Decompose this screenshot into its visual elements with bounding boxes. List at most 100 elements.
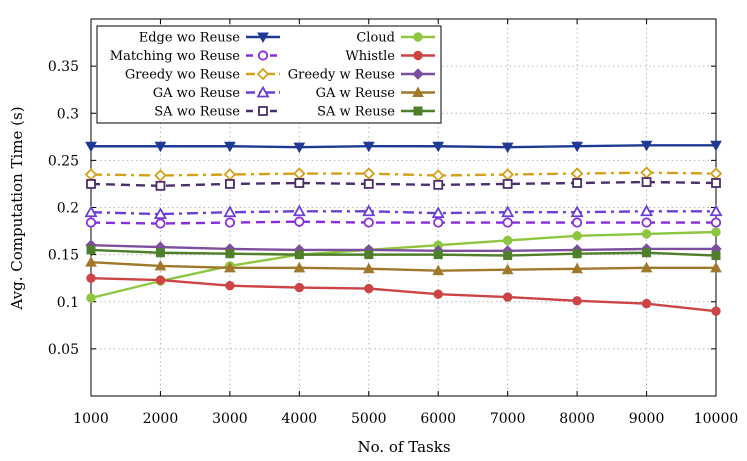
data-point-ga-wo-reuse (153, 207, 167, 219)
data-point-cloud (572, 231, 582, 241)
y-tick-label: 0.25 (48, 153, 79, 169)
data-point-matching-wo-reuse (85, 217, 97, 228)
series-line-ga-w-reuse (90, 260, 716, 272)
legend-item-whistle: Whistle (345, 49, 435, 64)
data-point-edge-wo-reuse (224, 141, 236, 153)
data-point-matching-wo-reuse (641, 217, 652, 228)
series-ga-wo-reuse (84, 204, 723, 219)
legend-item-sa-w-reuse: SA w Reuse (317, 105, 435, 120)
x-tick-label: 3000 (212, 411, 248, 427)
data-point-greedy-wo-reuse (154, 169, 167, 182)
data-point-ga-w-reuse (501, 263, 514, 275)
data-point-matching-wo-reuse (155, 218, 166, 229)
data-point-greedy-wo-reuse (501, 168, 514, 181)
legend-marker-matching-wo-reuse (257, 50, 269, 61)
data-point-matching-wo-reuse (224, 217, 235, 228)
data-point-sa-wo-reuse (155, 180, 166, 191)
legend-marker-sa-wo-reuse (258, 106, 268, 116)
y-tick-label: 0.05 (48, 342, 79, 358)
data-point-edge-wo-reuse (154, 141, 167, 153)
data-point-ga-w-reuse (362, 262, 375, 274)
legend: Edge wo Reuse Matching wo Reuse Greedy wo … (96, 25, 442, 124)
data-point-ga-w-reuse (224, 261, 236, 273)
legend-label: Whistle (345, 49, 395, 64)
data-point-greedy-wo-reuse (362, 167, 376, 180)
data-point-matching-wo-reuse (433, 217, 444, 228)
legend-item-matching-wo-reuse: Matching wo Reuse (110, 49, 280, 64)
data-point-sa-w-reuse (155, 248, 165, 258)
x-tick-label: 6000 (420, 411, 456, 427)
series-line-sa-wo-reuse (90, 180, 717, 188)
y-tick-label: 0.15 (48, 248, 79, 264)
legend-item-edge-wo-reuse: Edge wo Reuse (139, 31, 280, 46)
data-point-edge-wo-reuse (362, 141, 375, 153)
data-point-sa-wo-reuse (86, 179, 96, 189)
data-point-edge-wo-reuse (501, 142, 514, 154)
legend-marker-greedy-w-reuse (412, 68, 424, 80)
data-point-sa-wo-reuse (363, 179, 374, 189)
y-tick-label: 0.3 (57, 106, 79, 122)
data-point-matching-wo-reuse (363, 217, 374, 228)
data-point-greedy-wo-reuse (293, 167, 306, 180)
data-point-ga-wo-reuse (709, 204, 723, 217)
data-point-sa-w-reuse (711, 251, 721, 261)
data-point-ga-w-reuse (640, 261, 653, 273)
series-greedy-wo-reuse (84, 166, 723, 182)
data-point-edge-wo-reuse (293, 142, 306, 154)
data-point-sa-wo-reuse (294, 178, 305, 188)
x-tick-label: 10000 (694, 411, 739, 427)
data-point-ga-w-reuse (85, 256, 97, 267)
data-point-matching-wo-reuse (294, 216, 305, 227)
series-line-sa-w-reuse (90, 248, 717, 257)
data-point-sa-wo-reuse (224, 179, 235, 189)
data-point-cloud (502, 235, 513, 246)
series-lines (84, 140, 723, 316)
x-tick-label: 9000 (629, 411, 665, 427)
data-point-ga-wo-reuse (431, 206, 445, 219)
data-point-sa-wo-reuse (572, 178, 583, 188)
data-point-ga-wo-reuse (362, 204, 376, 217)
series-line-matching-wo-reuse (90, 220, 716, 225)
series-whistle (86, 273, 721, 316)
legend-marker-greedy-wo-reuse (256, 67, 270, 81)
data-point-edge-wo-reuse (85, 141, 97, 153)
data-point-matching-wo-reuse (572, 217, 583, 228)
legend-item-ga-w-reuse: GA w Reuse (316, 86, 435, 101)
legend-marker-ga-w-reuse (412, 86, 424, 97)
data-point-whistle (433, 289, 443, 299)
x-tick-label: 8000 (559, 411, 595, 427)
data-point-greedy-wo-reuse (84, 168, 98, 181)
series-line-whistle (90, 276, 717, 313)
data-point-whistle (294, 282, 305, 293)
legend-label: Greedy w Reuse (288, 68, 396, 83)
data-point-edge-wo-reuse (710, 140, 722, 152)
series-matching-wo-reuse (85, 216, 722, 229)
legend-marker-cloud (413, 32, 423, 42)
data-point-ga-w-reuse (432, 264, 445, 276)
legend-label: GA wo Reuse (153, 86, 241, 101)
x-tick-label: 5000 (351, 411, 387, 427)
legend-label: SA w Reuse (317, 105, 395, 120)
data-point-cloud (86, 293, 96, 303)
data-point-greedy-wo-reuse (570, 167, 584, 180)
legend-label: Cloud (356, 31, 395, 46)
x-tick-label: 7000 (490, 411, 526, 427)
legend-marker-sa-w-reuse (413, 106, 423, 116)
series-line-cloud (90, 230, 717, 300)
series-line-edge-wo-reuse (91, 144, 716, 149)
legend-label: GA w Reuse (316, 86, 396, 101)
series-line-greedy-w-reuse (90, 244, 716, 253)
data-point-ga-wo-reuse (570, 205, 584, 218)
legend-item-greedy-wo-reuse: Greedy wo Reuse (125, 68, 280, 83)
data-point-whistle (572, 296, 582, 306)
legend-marker-whistle (413, 50, 423, 61)
data-point-sa-wo-reuse (641, 177, 652, 187)
data-point-cloud (641, 229, 652, 239)
data-point-edge-wo-reuse (432, 141, 445, 153)
legend-item-ga-wo-reuse: GA wo Reuse (153, 85, 280, 101)
legend-marker-edge-wo-reuse (257, 32, 269, 44)
data-point-edge-wo-reuse (571, 141, 583, 153)
data-point-greedy-wo-reuse (709, 167, 723, 180)
series-line-ga-wo-reuse (90, 210, 716, 216)
